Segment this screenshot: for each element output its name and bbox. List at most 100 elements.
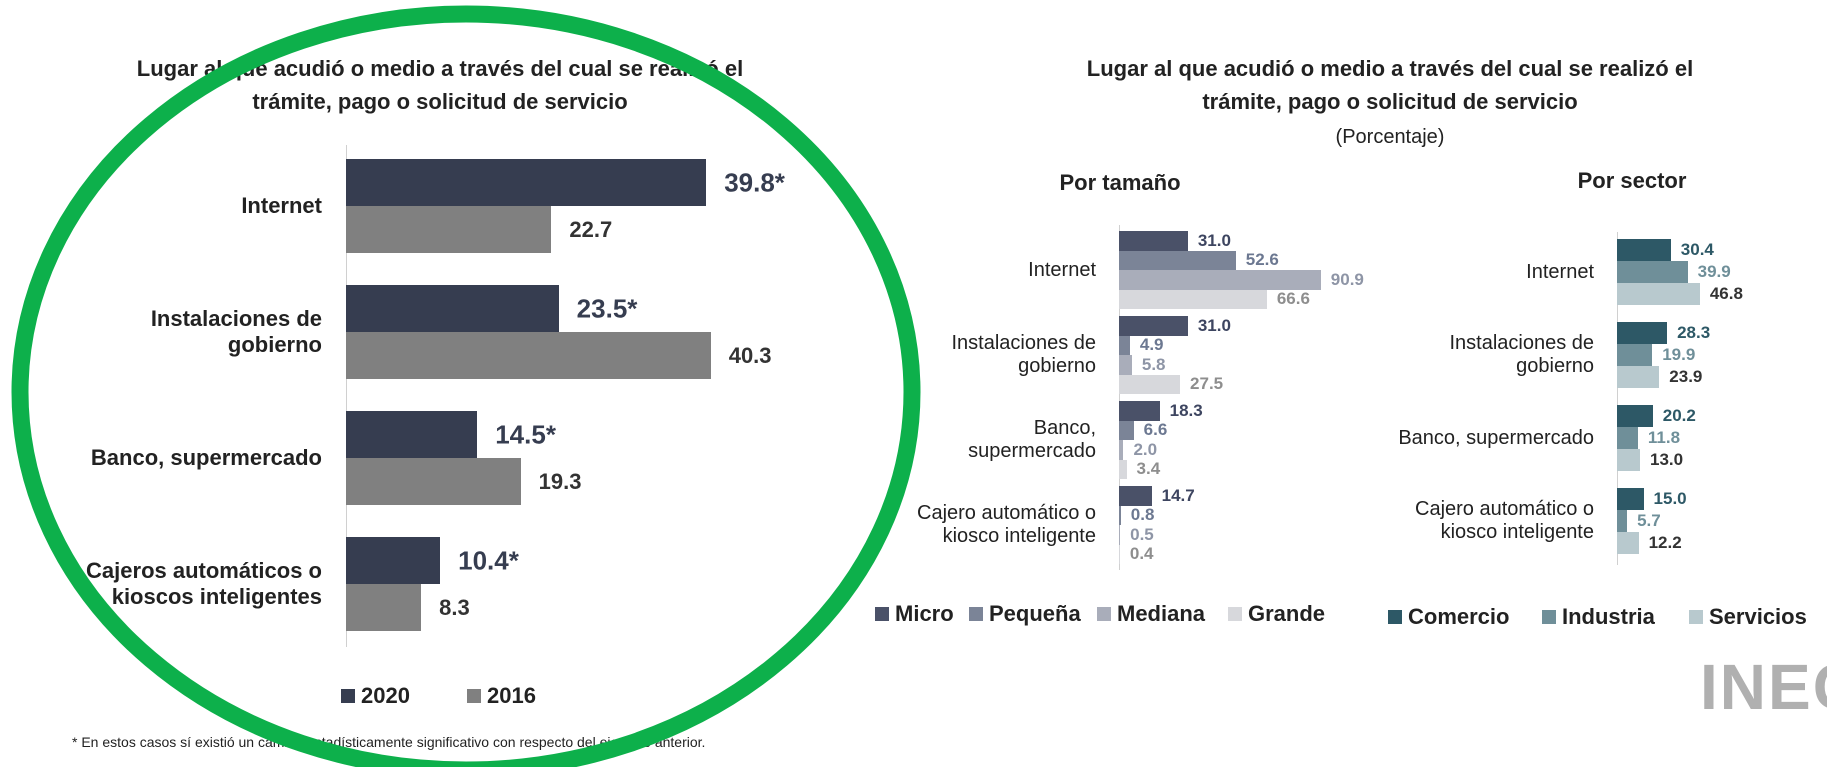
category-label: Banco, supermercado [1354, 405, 1594, 471]
bar [1617, 405, 1653, 427]
legend-item: Grande [1228, 600, 1325, 628]
legend-label: 2016 [487, 683, 536, 708]
value-label: 28.3 [1677, 323, 1711, 342]
value-label: 39.8* [724, 167, 785, 197]
legend-item: Pequeña [969, 600, 1081, 628]
bar [1617, 239, 1671, 261]
bar [346, 458, 521, 505]
bar [1617, 449, 1640, 471]
panel-title: Por sector [1577, 168, 1687, 193]
value-label: 22.7 [569, 216, 613, 242]
bar [346, 206, 552, 253]
legend-item: 2020 [341, 682, 410, 710]
value-label: 23.5* [576, 293, 638, 323]
axis-line [1617, 232, 1618, 565]
value-label: 31.0 [1197, 230, 1231, 250]
category-text: Banco, supermercado [1398, 426, 1594, 449]
bar [1119, 335, 1130, 355]
chart-title: Lugar al que acudió o medio a través del… [136, 56, 744, 114]
value-label: 14.7 [1161, 485, 1195, 505]
bar [1617, 322, 1668, 344]
category-text: Cajero automático o kiosco inteligente [1415, 498, 1594, 543]
bar [1617, 510, 1628, 532]
value-label: 23.9 [1669, 367, 1703, 386]
category-label: Banco, supermercado [876, 401, 1096, 479]
legend-item: 2016 [467, 682, 536, 710]
category-label: Instalaciones de gobierno [1354, 322, 1594, 388]
bar [1119, 420, 1134, 440]
legend-item: Servicios [1689, 603, 1807, 631]
legend-swatch [1097, 607, 1111, 621]
bar [346, 332, 711, 379]
bar [1119, 525, 1121, 545]
legend-swatch [341, 689, 355, 703]
category-label: Internet [52, 159, 322, 253]
value-label: 31.0 [1197, 315, 1231, 335]
logo: INEGI [1700, 651, 1827, 723]
bar [1119, 374, 1181, 394]
legend-swatch [1388, 610, 1402, 624]
legend-swatch [1228, 607, 1242, 621]
category-text: Cajero automático o kiosco inteligente [917, 502, 1096, 547]
value-label: 11.8 [1647, 428, 1681, 447]
legend-swatch [875, 607, 889, 621]
value-label: 8.3 [439, 594, 470, 620]
category-text: Internet [1028, 258, 1096, 281]
bar [1617, 344, 1653, 366]
legend-item: Comercio [1388, 603, 1509, 631]
value-label: 5.8 [1141, 354, 1166, 374]
bar [1617, 427, 1638, 449]
category-text: Instalaciones de gobierno [1449, 332, 1594, 377]
value-label: 13.0 [1650, 450, 1684, 469]
category-text: Internet [241, 193, 322, 218]
category-text: Instalaciones de gobierno [150, 306, 322, 357]
value-label: 3.4 [1136, 459, 1161, 479]
legend-label: Pequeña [989, 601, 1081, 626]
bar [1119, 459, 1127, 479]
bar [1119, 505, 1121, 525]
bar [1617, 283, 1700, 305]
chart-title: Lugar al que acudió o medio a través del… [1086, 56, 1694, 114]
legend-swatch [1689, 610, 1703, 624]
bar [1119, 440, 1124, 460]
bar [1119, 316, 1188, 336]
category-text: Instalaciones de gobierno [951, 332, 1096, 377]
panel-title: Por tamaño [1059, 170, 1181, 195]
value-label: 66.6 [1276, 289, 1310, 309]
category-text: Cajeros automáticos o kioscos inteligent… [86, 558, 322, 609]
bar [1119, 486, 1152, 506]
legend-item: Mediana [1097, 600, 1205, 628]
bar [1119, 250, 1236, 270]
value-label: 10.4* [458, 545, 519, 575]
bar [1119, 401, 1160, 421]
value-label: 14.5* [495, 419, 556, 449]
value-label: 12.2 [1648, 533, 1682, 552]
category-label: Instalaciones de gobierno [876, 316, 1096, 394]
bar [1119, 289, 1267, 309]
category-label: Internet [876, 231, 1096, 309]
category-label: Banco, supermercado [52, 411, 322, 505]
value-label: 27.5 [1190, 374, 1224, 394]
bar [1119, 270, 1321, 290]
category-label: Internet [1354, 239, 1594, 305]
category-text: Banco, supermercado [968, 417, 1096, 462]
value-label: 19.9 [1662, 345, 1696, 364]
bar [1119, 355, 1132, 375]
footnote: * En estos casos sí existió un cambio es… [72, 734, 706, 750]
value-label: 5.7 [1637, 511, 1661, 530]
legend-item: Industria [1542, 603, 1655, 631]
category-label: Cajero automático o kiosco inteligente [1354, 488, 1594, 554]
value-label: 52.6 [1245, 250, 1279, 270]
bar [1617, 532, 1639, 554]
bar [346, 411, 478, 458]
axis-line [1119, 225, 1120, 570]
bar [346, 537, 441, 584]
legend-label: Servicios [1709, 604, 1807, 629]
category-label: Cajeros automáticos o kioscos inteligent… [52, 537, 322, 631]
value-label: 40.3 [728, 342, 772, 368]
value-label: 0.4 [1129, 544, 1154, 564]
legend-swatch [467, 689, 481, 703]
bar [1617, 261, 1688, 283]
category-text: Internet [1526, 260, 1594, 283]
